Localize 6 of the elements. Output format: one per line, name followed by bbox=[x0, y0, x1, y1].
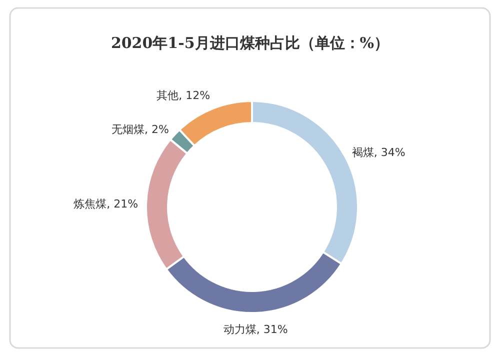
slice-label: 其他, 12% bbox=[156, 88, 210, 102]
slice-label: 褐煤, 34% bbox=[352, 146, 406, 159]
slice-label: 无烟煤, 2% bbox=[111, 122, 169, 136]
slice-label: 动力煤, 31% bbox=[223, 322, 288, 336]
slice-label: 炼焦煤, 21% bbox=[74, 197, 138, 210]
chart-title: 2020年1-5月进口煤种占比（单位：%） bbox=[110, 34, 390, 52]
